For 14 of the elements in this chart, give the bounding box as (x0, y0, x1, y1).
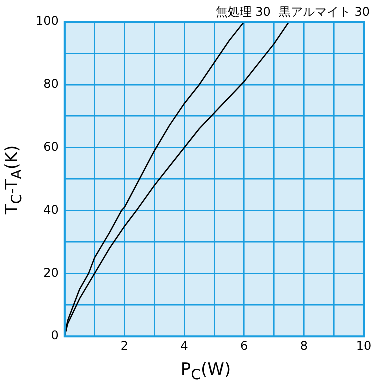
y-tick-label: 20 (44, 266, 59, 280)
series-label: 黒アルマイト 30 (278, 5, 370, 20)
x-tick-label: 2 (120, 338, 129, 353)
y-tick-label: 40 (44, 202, 59, 217)
y-tick-label: 60 (44, 140, 59, 154)
series-label: 無処理 30 (216, 5, 271, 20)
y-tick-label: 0 (51, 328, 59, 343)
x-tick-label: 4 (180, 338, 188, 353)
y-tick-label: 80 (44, 77, 59, 92)
x-axis-title: P$_{C}$(W) (180, 360, 232, 383)
x-tick-label: 6 (240, 338, 248, 353)
x-tick-label: 10 (356, 338, 372, 353)
x-tick-label: 8 (300, 338, 308, 353)
y-tick-label: 100 (36, 14, 59, 28)
